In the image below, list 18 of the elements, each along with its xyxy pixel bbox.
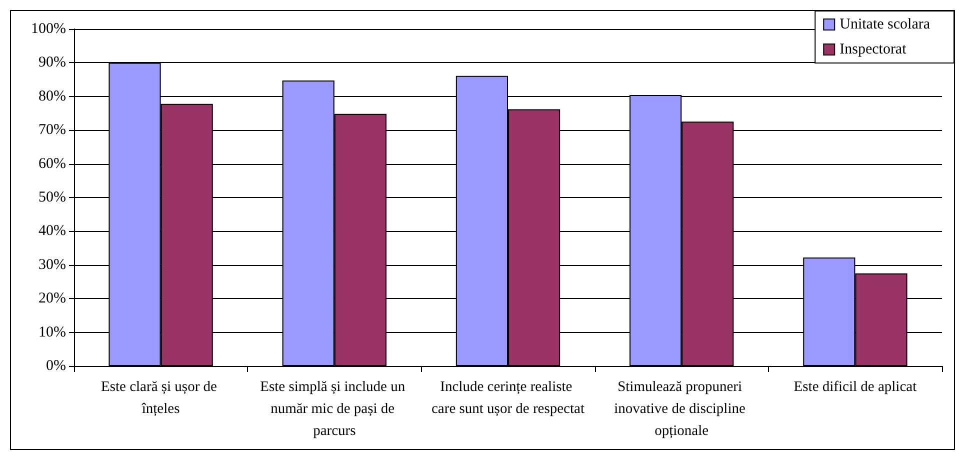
y-tick-label: 60% xyxy=(38,156,66,172)
x-tick-label: Este dificil de aplicat xyxy=(794,379,917,395)
y-tick-label: 0% xyxy=(46,358,66,374)
y-tick-label: 20% xyxy=(38,290,66,307)
y-tick-label: 10% xyxy=(38,324,66,340)
y-tick-label: 100% xyxy=(31,21,66,37)
y-tick-label: 80% xyxy=(38,88,66,104)
y-tick-label: 70% xyxy=(38,122,66,138)
x-tick-label: Este clară și ușor de înțeles xyxy=(101,379,221,417)
x-tick-label: Stimulează propuneri inovative de discipline opționale xyxy=(614,379,750,439)
legend-label: Inspectorat xyxy=(840,42,908,58)
y-tick-label: 90% xyxy=(38,54,66,71)
y-tick-label: 40% xyxy=(38,223,66,240)
y-tick-label: 50% xyxy=(38,190,66,206)
x-tick-label: Este simplă și include un număr mic de pași de parcurs xyxy=(260,379,409,439)
x-tick-label: Include cerințe realiste care sunt ușor de respectat xyxy=(432,379,584,417)
y-tick-label: 30% xyxy=(38,256,66,273)
legend-label: Unitate scolara xyxy=(840,16,930,32)
